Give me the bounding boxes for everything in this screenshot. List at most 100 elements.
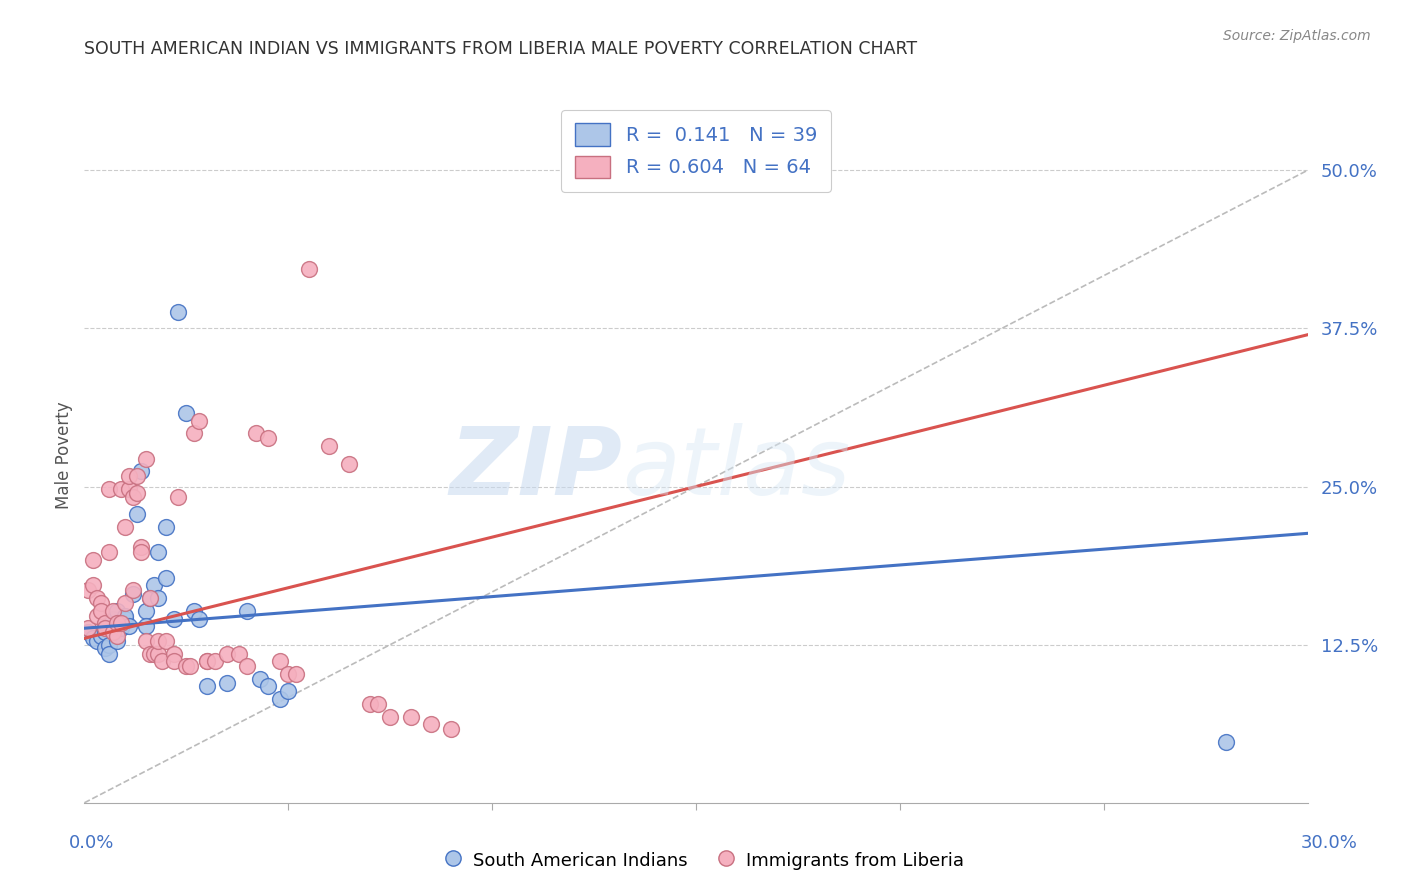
- Point: [127, 508, 149, 522]
- Point: [174, 406, 197, 420]
- Text: Source: ZipAtlas.com: Source: ZipAtlas.com: [1223, 29, 1371, 43]
- Point: [163, 647, 186, 661]
- Point: [187, 612, 209, 626]
- Point: [183, 426, 205, 441]
- Point: [135, 603, 157, 617]
- Point: [86, 633, 108, 648]
- Point: [101, 603, 124, 617]
- Point: [101, 612, 124, 626]
- Point: [142, 647, 165, 661]
- Point: [127, 486, 149, 500]
- Point: [174, 659, 197, 673]
- Point: [142, 578, 165, 592]
- Point: [167, 305, 190, 319]
- Point: [138, 591, 160, 605]
- Point: [163, 612, 186, 626]
- Point: [93, 621, 115, 635]
- Point: [150, 654, 173, 668]
- Point: [217, 675, 239, 690]
- Point: [195, 680, 218, 694]
- Point: [269, 654, 291, 668]
- Text: 30.0%: 30.0%: [1301, 834, 1357, 852]
- Point: [105, 603, 128, 617]
- Point: [420, 717, 443, 731]
- Point: [167, 490, 190, 504]
- Point: [82, 553, 104, 567]
- Point: [77, 583, 100, 598]
- Point: [179, 659, 201, 673]
- Point: [183, 603, 205, 617]
- Point: [135, 451, 157, 466]
- Point: [135, 618, 157, 632]
- Point: [86, 591, 108, 605]
- Point: [86, 608, 108, 623]
- Point: [318, 439, 340, 453]
- Point: [118, 618, 141, 632]
- Point: [90, 629, 112, 643]
- Point: [298, 262, 321, 277]
- Point: [359, 697, 381, 711]
- Point: [204, 654, 226, 668]
- Point: [97, 482, 120, 496]
- Point: [155, 571, 177, 585]
- Point: [77, 625, 100, 640]
- Point: [131, 464, 153, 478]
- Point: [440, 723, 463, 737]
- Point: [82, 578, 104, 592]
- Point: [122, 490, 145, 504]
- Point: [138, 591, 160, 605]
- Point: [131, 541, 153, 555]
- Point: [155, 633, 177, 648]
- Point: [114, 608, 136, 623]
- Point: [195, 654, 218, 668]
- Point: [277, 684, 299, 698]
- Point: [105, 616, 128, 631]
- Point: [118, 469, 141, 483]
- Point: [77, 621, 100, 635]
- Point: [257, 432, 280, 446]
- Point: [114, 612, 136, 626]
- Point: [97, 545, 120, 559]
- Point: [236, 659, 259, 673]
- Point: [146, 591, 169, 605]
- Text: ZIP: ZIP: [450, 423, 623, 515]
- Point: [217, 647, 239, 661]
- Point: [195, 654, 218, 668]
- Point: [97, 638, 120, 652]
- Point: [110, 616, 132, 631]
- Point: [93, 616, 115, 631]
- Point: [131, 545, 153, 559]
- Text: 0.0%: 0.0%: [69, 834, 114, 852]
- Point: [399, 710, 422, 724]
- Point: [114, 520, 136, 534]
- Point: [110, 621, 132, 635]
- Point: [236, 603, 259, 617]
- Point: [122, 583, 145, 598]
- Point: [146, 647, 169, 661]
- Point: [146, 633, 169, 648]
- Point: [82, 632, 104, 646]
- Point: [135, 633, 157, 648]
- Text: atlas: atlas: [623, 424, 851, 515]
- Point: [1215, 735, 1237, 749]
- Y-axis label: Male Poverty: Male Poverty: [55, 401, 73, 508]
- Point: [105, 629, 128, 643]
- Point: [122, 587, 145, 601]
- Point: [249, 672, 271, 686]
- Point: [339, 457, 360, 471]
- Point: [97, 647, 120, 661]
- Point: [101, 625, 124, 640]
- Point: [285, 666, 308, 681]
- Point: [93, 625, 115, 640]
- Point: [277, 666, 299, 681]
- Legend: R =  0.141   N = 39, R = 0.604   N = 64: R = 0.141 N = 39, R = 0.604 N = 64: [561, 110, 831, 192]
- Point: [114, 596, 136, 610]
- Point: [138, 647, 160, 661]
- Point: [367, 697, 389, 711]
- Point: [269, 692, 291, 706]
- Point: [105, 633, 128, 648]
- Point: [257, 680, 280, 694]
- Point: [245, 426, 267, 441]
- Point: [228, 647, 250, 661]
- Point: [146, 545, 169, 559]
